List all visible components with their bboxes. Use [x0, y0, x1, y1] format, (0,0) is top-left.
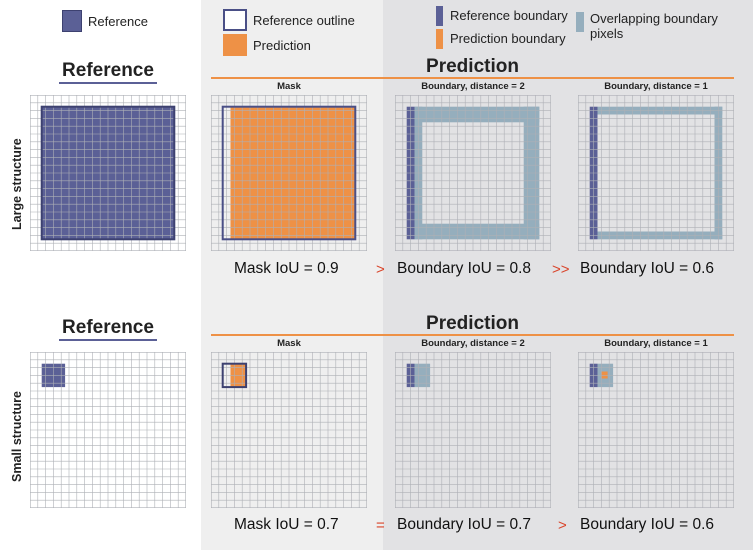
panel-label-boundary1-large: Boundary, distance = 1 — [604, 81, 708, 92]
boundary-columns-background — [383, 0, 753, 550]
reference-underline-large — [59, 82, 157, 84]
panel-label-boundary2-small: Boundary, distance = 2 — [421, 338, 525, 349]
reference-outline — [221, 105, 357, 241]
iou-mask-small: Mask IoU = 0.7 — [234, 516, 339, 533]
prediction-rule-large — [211, 77, 734, 79]
prediction-title-large: Prediction — [426, 56, 519, 77]
grid-mask-small — [211, 352, 367, 508]
grid-boundary2-small — [395, 352, 551, 508]
prediction-boundary-center — [601, 371, 608, 379]
mask-column-background — [201, 0, 383, 550]
grid-lines — [395, 352, 551, 508]
legend-reference: Reference — [88, 14, 148, 29]
reference-title-small: Reference — [62, 317, 154, 338]
grid-boundary1-large — [578, 95, 734, 251]
grid-lines — [30, 352, 186, 508]
grid-reference-large — [30, 95, 186, 251]
panel-label-boundary2-large: Boundary, distance = 2 — [421, 81, 525, 92]
iou-boundary2-large: Boundary IoU = 0.8 — [397, 260, 531, 277]
grid-boundary2-large — [395, 95, 551, 251]
comparison-2-large: >> — [552, 261, 570, 278]
reference-underline-small — [59, 339, 157, 341]
prediction-rule-small — [211, 334, 734, 336]
reference-boundary-swatch — [436, 6, 443, 26]
reference-outline-swatch — [223, 9, 247, 31]
grid-lines — [30, 95, 186, 251]
prediction-title-small: Prediction — [426, 313, 519, 334]
grid-mask-large — [211, 95, 367, 251]
row-label-small: Small structure — [10, 390, 24, 482]
prediction-boundary-swatch — [436, 29, 443, 49]
reference-title-large: Reference — [62, 60, 154, 81]
legend-prediction: Prediction — [253, 38, 311, 53]
overlap-bottom — [414, 223, 540, 240]
grid-lines — [211, 95, 367, 251]
iou-boundary1-small: Boundary IoU = 0.6 — [580, 516, 714, 533]
reference-region-border — [40, 105, 176, 241]
reference-outline — [221, 362, 248, 389]
legend-overlapping-boundary: Overlapping boundary pixels — [590, 11, 718, 41]
grid-lines — [395, 95, 551, 251]
panel-label-mask-small: Mask — [277, 338, 301, 349]
comparison-1-large: > — [376, 261, 385, 278]
legend-prediction-boundary: Prediction boundary — [450, 31, 566, 46]
reference-swatch — [62, 10, 82, 32]
legend-reference-outline: Reference outline — [253, 13, 355, 28]
grid-lines — [578, 95, 734, 251]
grid-reference-small — [30, 352, 186, 508]
grid-boundary1-small — [578, 352, 734, 508]
row-label-large: Large structure — [10, 138, 24, 230]
iou-mask-large: Mask IoU = 0.9 — [234, 260, 339, 277]
iou-boundary2-small: Boundary IoU = 0.7 — [397, 516, 531, 533]
panel-label-boundary1-small: Boundary, distance = 1 — [604, 338, 708, 349]
legend-reference-boundary: Reference boundary — [450, 8, 568, 23]
grid-lines — [211, 352, 367, 508]
comparison-2-small: > — [558, 517, 567, 534]
panel-label-mask-large: Mask — [277, 81, 301, 92]
grid-lines — [578, 352, 734, 508]
prediction-swatch — [223, 34, 247, 56]
comparison-1-small: = — [376, 517, 385, 534]
overlap-top — [414, 106, 540, 123]
overlap-swatch — [576, 12, 584, 32]
iou-boundary1-large: Boundary IoU = 0.6 — [580, 260, 714, 277]
